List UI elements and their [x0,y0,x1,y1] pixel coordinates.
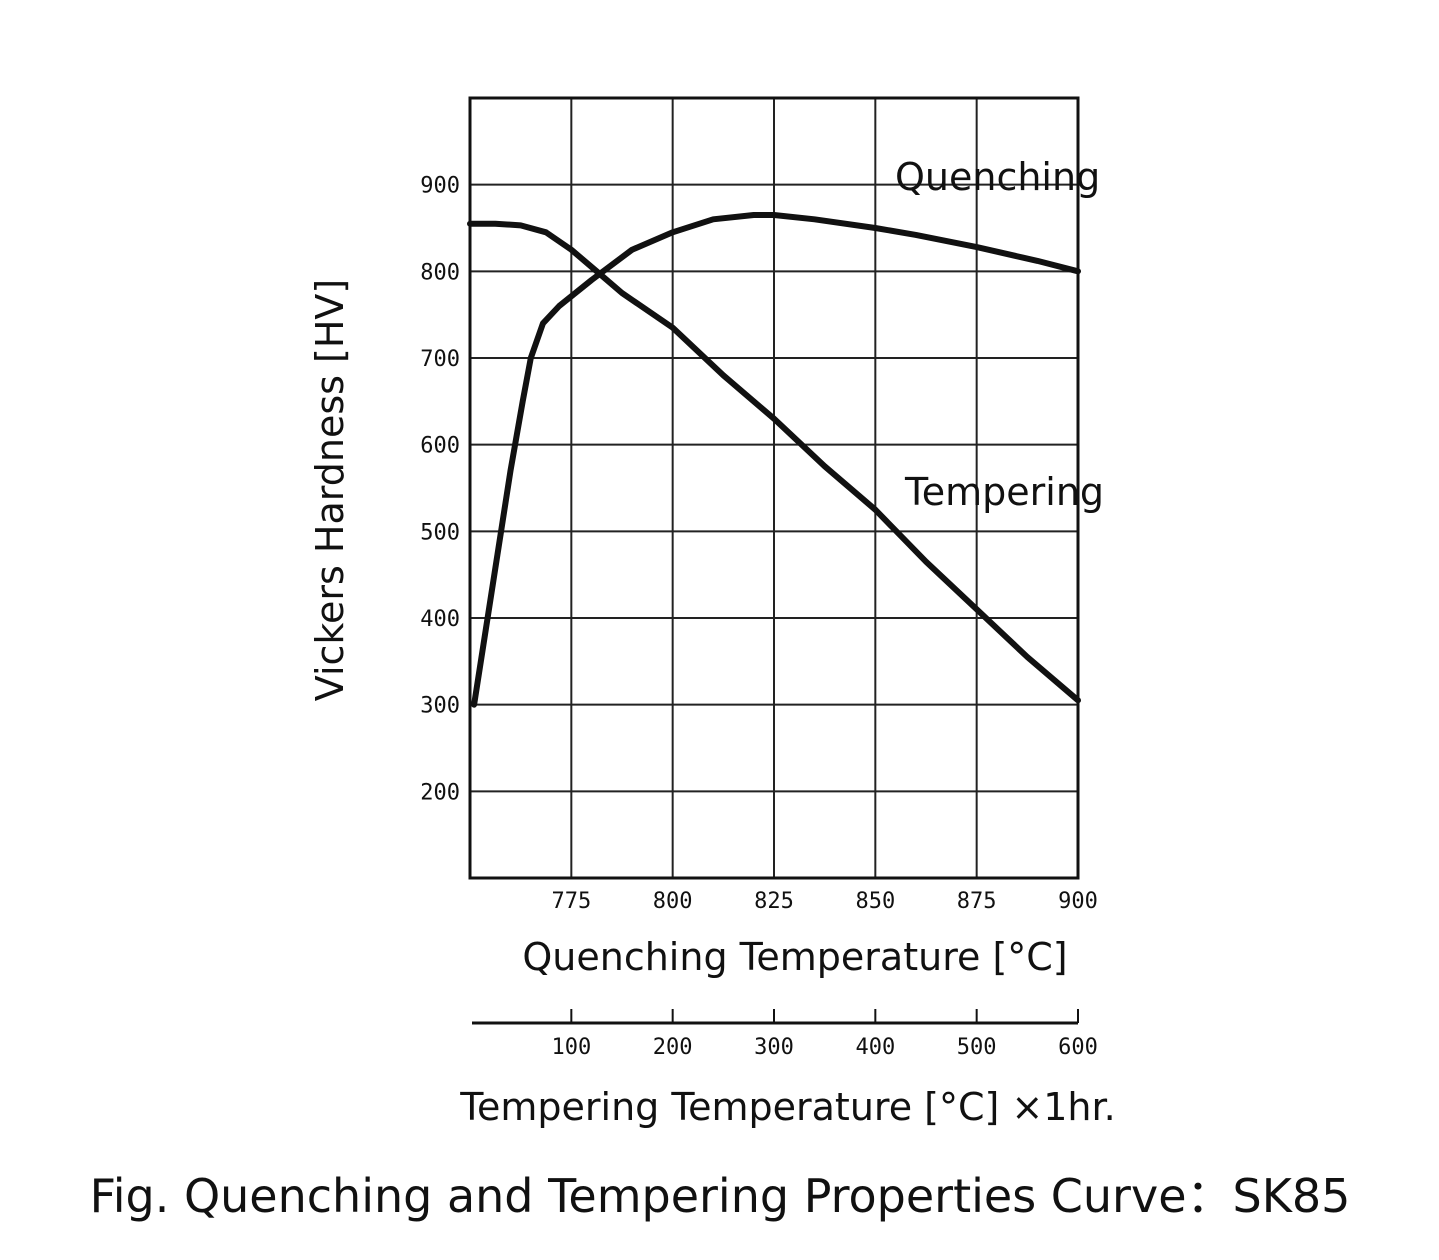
figure-caption: Fig. Quenching and Tempering Properties … [90,1169,1351,1223]
quenching-tick-labels: 775 800 825 850 875 900 [551,889,1097,914]
x-axis-title-tempering: Tempering Temperature [°C] ×1hr. [459,1085,1115,1129]
quenching-tick-label: 875 [957,889,997,914]
y-tick-label: 300 [420,694,460,719]
tempering-tick-label: 500 [957,1035,997,1060]
plot-frame [468,96,1080,880]
y-tick-label: 800 [420,260,460,285]
series-curves [467,212,1081,708]
y-tick-label: 200 [420,780,460,805]
y-tick-label: 900 [420,174,460,199]
y-tick-label: 400 [420,607,460,632]
quenching-tick-label: 900 [1058,889,1098,914]
y-tick-labels: 200 300 400 500 600 700 800 900 [420,174,460,806]
x-axis-title-quenching: Quenching Temperature [°C] [522,935,1067,979]
y-tick-label: 600 [420,434,460,459]
tempering-tick-label: 100 [551,1035,591,1060]
quenching-tick-label: 850 [855,889,895,914]
y-tick-label: 700 [420,347,460,372]
quenching-tick-label: 800 [653,889,693,914]
quenching-tick-label: 775 [551,889,591,914]
series-label-quenching: Quenching [895,155,1100,199]
y-axis-title: Vickers Hardness [HV] [308,279,352,701]
series-line-quenching [471,212,1081,708]
tempering-tick-label: 200 [653,1035,693,1060]
series-line-tempering [467,220,1081,704]
series-label-tempering: Tempering [904,470,1104,514]
y-tick-label: 500 [420,520,460,545]
tempering-tick-label: 300 [754,1035,794,1060]
tempering-axis: 100 200 300 400 500 600 [472,1009,1098,1060]
quenching-tick-label: 825 [754,889,794,914]
tempering-tick-label: 400 [855,1035,895,1060]
tempering-tick-label: 600 [1058,1035,1098,1060]
